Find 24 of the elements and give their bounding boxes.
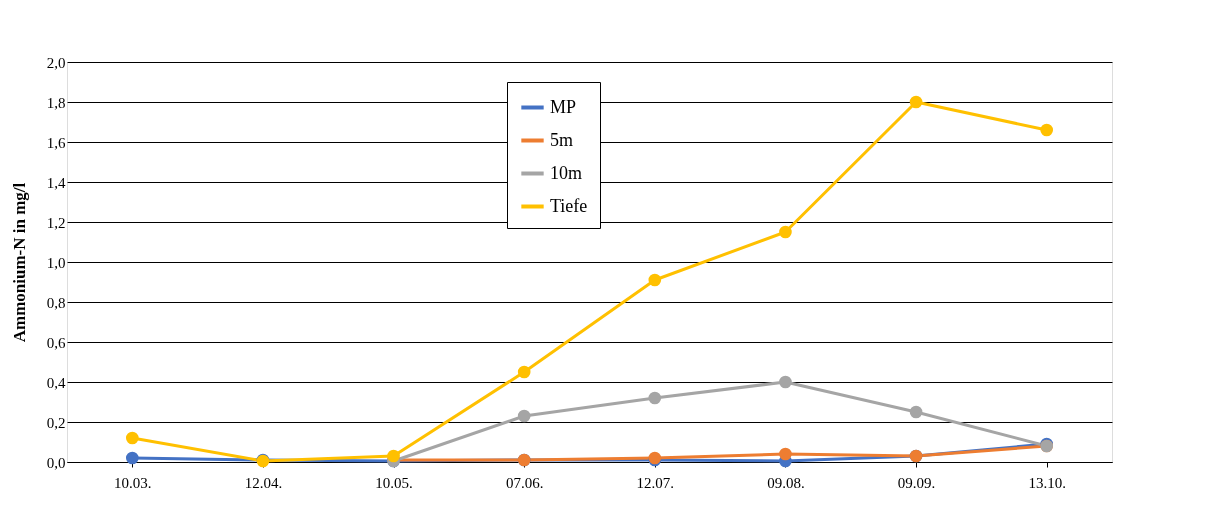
y-tick-label: 2,0 <box>46 54 66 71</box>
x-tick-label: 10.03. <box>114 474 152 491</box>
y-tick-label: 0,4 <box>46 374 66 391</box>
y-tick-label: 1,0 <box>46 254 66 271</box>
legend-label: 10m <box>550 162 583 183</box>
y-axis-title: Ammonium-N in mg/l <box>9 182 29 343</box>
y-tick-label: 1,8 <box>46 94 66 111</box>
y-tick-label: 1,6 <box>46 134 66 151</box>
y-tick-label: 0,2 <box>46 414 66 431</box>
x-tick-label: 09.08. <box>767 474 805 491</box>
legend-label: MP <box>550 96 577 117</box>
y-tick-label: 0,0 <box>46 454 66 471</box>
y-tick-label: 0,8 <box>46 294 66 311</box>
x-tick-label: 13.10. <box>1028 474 1066 491</box>
y-tick-label: 1,4 <box>46 174 66 191</box>
y-tick-label: 1,2 <box>46 214 66 231</box>
x-tick-label: 07.06. <box>505 474 544 491</box>
x-tick-label: 10.05. <box>375 474 413 491</box>
x-tick-label: 09.09. <box>897 474 936 491</box>
legend-label: Tiefe <box>550 195 588 216</box>
x-tick-label: 12.04. <box>244 474 283 491</box>
x-tick-label: 12.07. <box>636 474 675 491</box>
legend-label: 5m <box>550 129 574 150</box>
y-tick-label: 0,6 <box>46 334 66 351</box>
